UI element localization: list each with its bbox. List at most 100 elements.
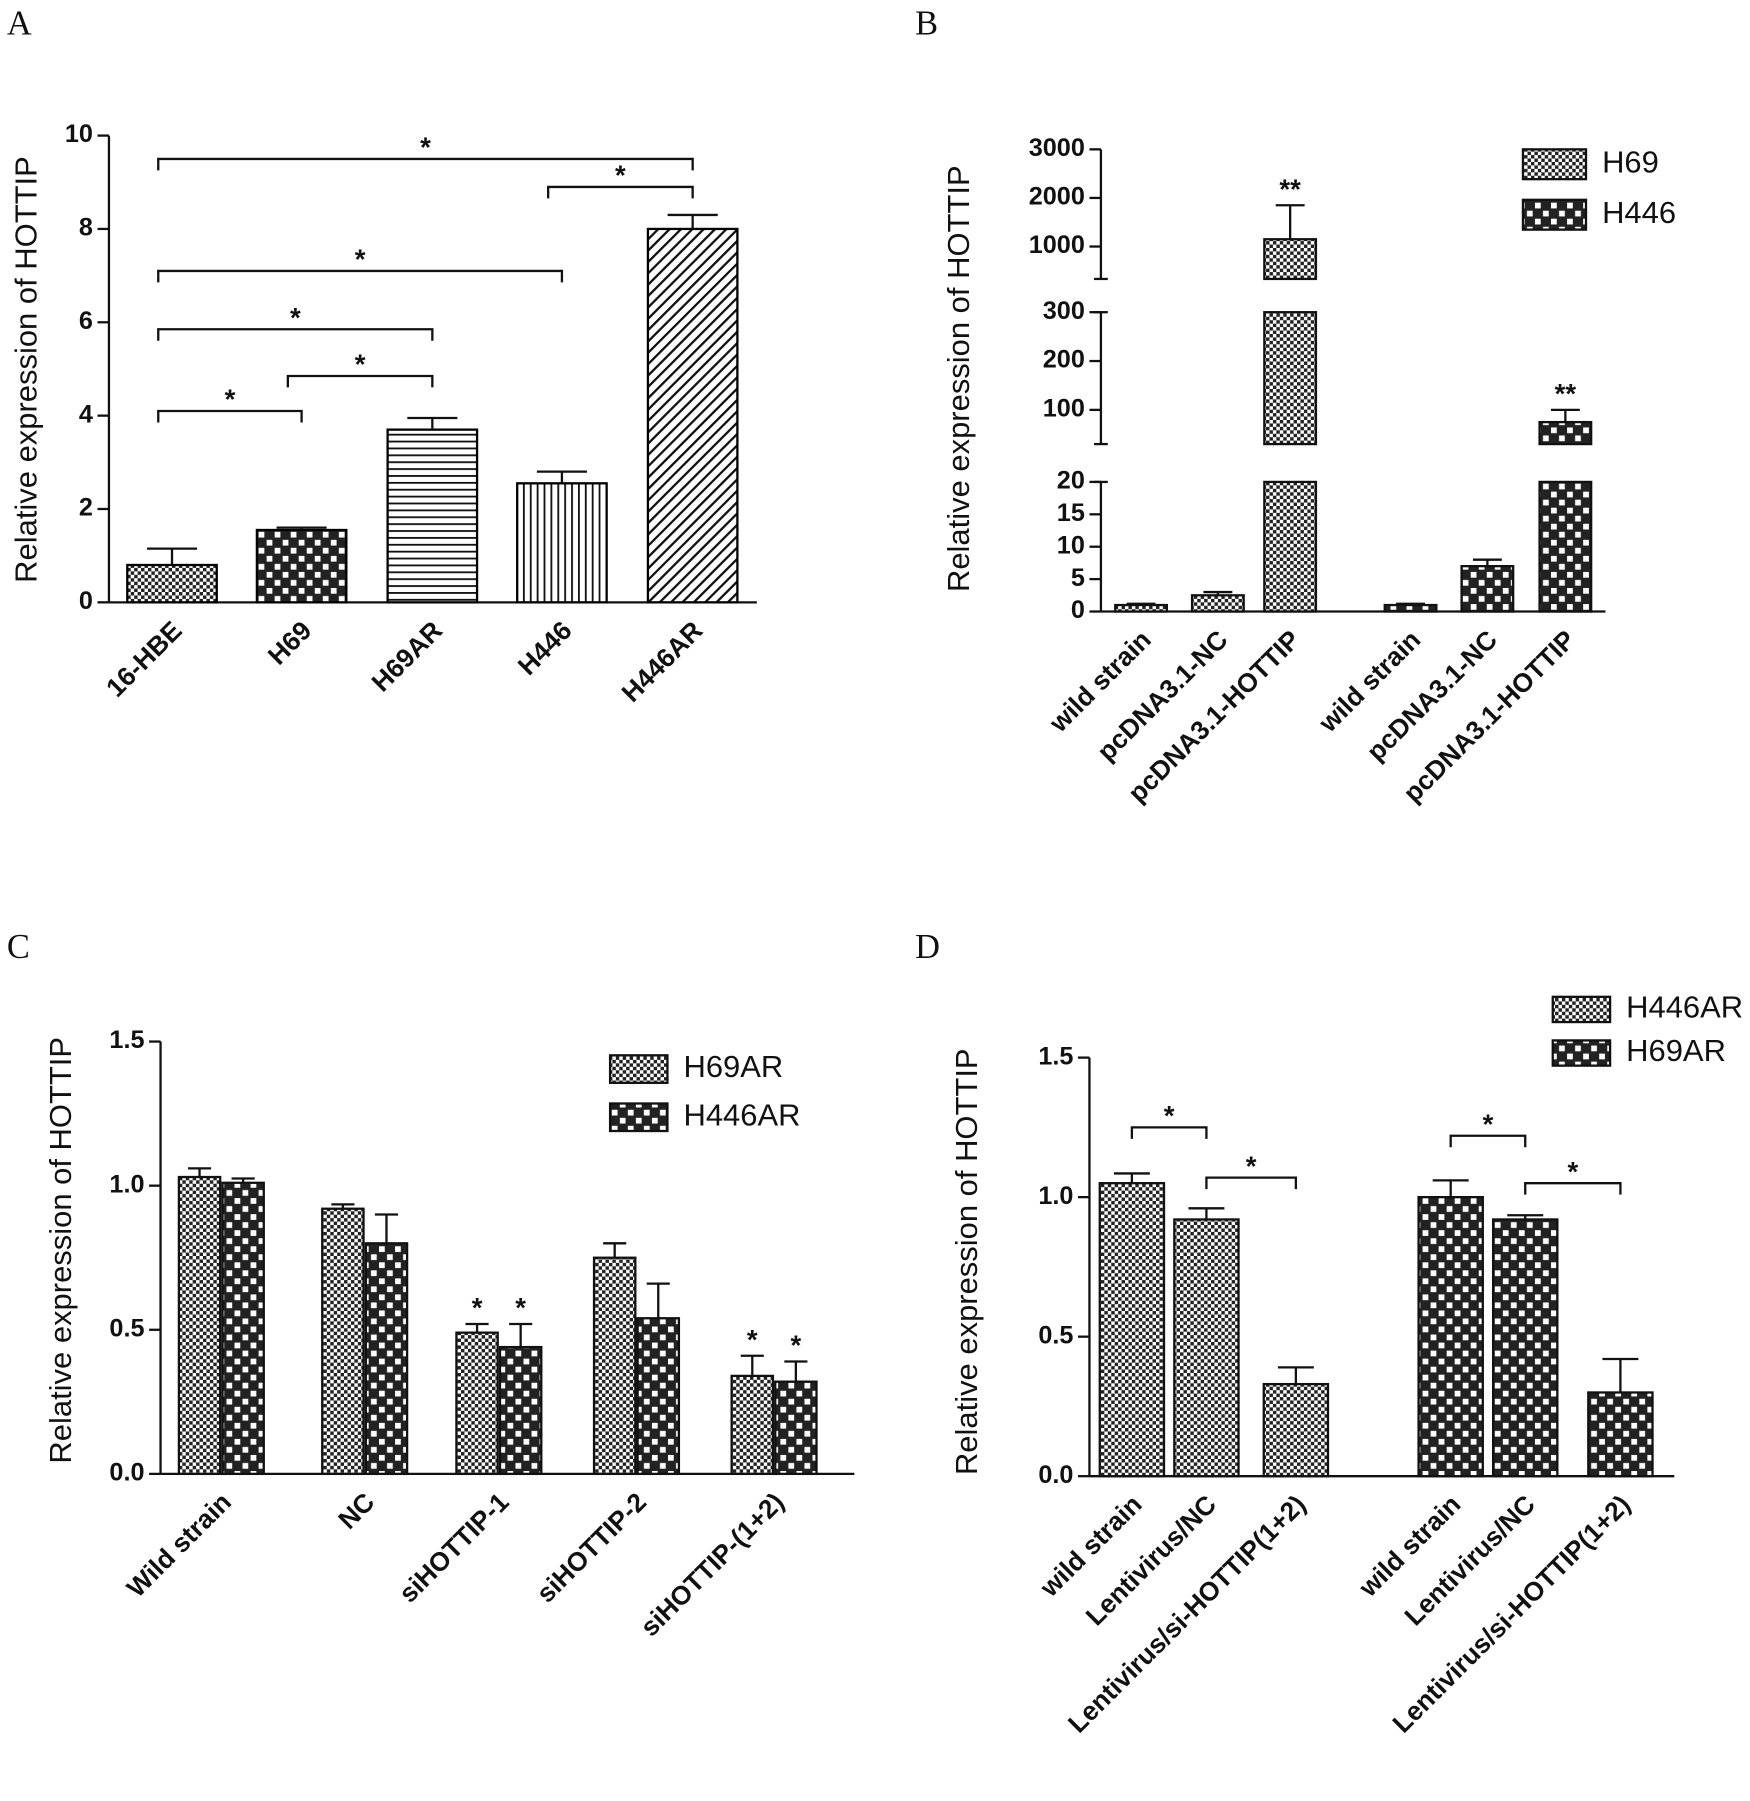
- significance-mark: *: [420, 132, 431, 163]
- bar: [1538, 480, 1593, 613]
- y-axis-label: Relative expression of HOTTIP: [9, 156, 44, 583]
- legend-label: H446AR: [1626, 990, 1743, 1025]
- legend-label: H69AR: [1626, 1033, 1726, 1068]
- y-tick-label: 2000: [1029, 183, 1085, 211]
- significance-mark: *: [1246, 1150, 1257, 1181]
- y-tick-label: 5: [1071, 564, 1085, 592]
- legend-label: H446AR: [683, 1097, 800, 1132]
- bar: [1114, 603, 1169, 613]
- legend-swatch: [608, 1102, 669, 1133]
- significance-mark: *: [1483, 1108, 1494, 1139]
- y-axis-label: Relative expression of HOTTIP: [941, 165, 976, 592]
- x-tick-label: siHOTTIP-1: [393, 1487, 515, 1609]
- significance-bracket: [1205, 1176, 1298, 1190]
- significance-mark: *: [615, 160, 626, 191]
- y-tick-label: 1.5: [109, 1026, 144, 1054]
- bar: [1460, 565, 1515, 613]
- y-tick-label: 10: [65, 120, 93, 148]
- bar: [1263, 480, 1318, 613]
- legend-swatch: [1551, 995, 1612, 1024]
- significance-bracket: [1524, 1182, 1622, 1195]
- y-tick-label: 0.5: [1038, 1321, 1073, 1349]
- significance-bracket: [157, 269, 564, 283]
- y-tick-label: 15: [1057, 499, 1085, 527]
- significance-bracket: [1130, 1126, 1208, 1139]
- bar: [636, 1317, 681, 1476]
- y-tick-label: 300: [1043, 297, 1085, 325]
- x-tick-label: H69AR: [366, 615, 448, 697]
- y-tick-label: 8: [79, 214, 93, 242]
- y-tick-label: 1000: [1029, 231, 1085, 259]
- significance-bracket: [547, 185, 694, 199]
- panel-letter: B: [915, 5, 938, 43]
- bar: [592, 1256, 637, 1476]
- y-tick-label: 1.0: [1038, 1182, 1073, 1210]
- bar: [455, 1331, 499, 1476]
- bar: [730, 1374, 775, 1476]
- x-tick-label: NC: [332, 1487, 380, 1535]
- significance-bracket: [1449, 1134, 1527, 1148]
- y-axis-label: Relative expression of HOTTIP: [949, 1048, 984, 1475]
- y-axis-label: Relative expression of HOTTIP: [43, 1037, 78, 1464]
- bar: [255, 528, 348, 604]
- y-tick-label: 10: [1057, 531, 1085, 559]
- bar: [126, 563, 218, 604]
- significance-mark: *: [355, 244, 366, 275]
- panel-letter: D: [915, 928, 940, 966]
- bar: [516, 482, 608, 604]
- y-tick-label: 2: [79, 494, 93, 522]
- bar: [364, 1242, 409, 1476]
- legend-label: H69AR: [683, 1049, 783, 1084]
- bar: [1417, 1195, 1484, 1478]
- significance-mark: *: [515, 1292, 526, 1323]
- y-tick-label: 0: [79, 587, 93, 615]
- bar: [221, 1181, 265, 1476]
- bar: [1190, 594, 1245, 613]
- significance-mark: **: [1279, 173, 1301, 204]
- bar: [1491, 1218, 1559, 1478]
- y-tick-label: 1.5: [1038, 1042, 1073, 1070]
- significance-mark: **: [1555, 378, 1577, 409]
- x-tick-label: siHOTTIP-2: [531, 1487, 653, 1609]
- significance-bracket: [157, 409, 303, 423]
- panel-letter: C: [7, 928, 30, 966]
- significance-mark: *: [1164, 1100, 1175, 1131]
- legend-label: H446: [1602, 195, 1676, 230]
- bar: [1098, 1182, 1166, 1478]
- significance-mark: *: [747, 1324, 758, 1355]
- y-tick-label: 4: [79, 400, 93, 428]
- y-tick-label: 20: [1057, 467, 1085, 495]
- significance-mark: *: [472, 1292, 483, 1323]
- bar: [774, 1380, 818, 1476]
- significance-mark: *: [791, 1330, 802, 1361]
- x-tick-label: pcDNA3.1-NC: [1361, 624, 1503, 766]
- significance-mark: *: [290, 302, 301, 333]
- x-tick-label: 16-HBE: [100, 615, 188, 703]
- x-tick-label: Wild strain: [121, 1487, 237, 1603]
- significance-mark: *: [1567, 1156, 1578, 1187]
- x-tick-label: siHOTTIP-(1+2): [634, 1487, 789, 1642]
- significance-bracket: [157, 157, 694, 171]
- bar: [1173, 1218, 1240, 1478]
- y-tick-label: 1.0: [109, 1170, 144, 1198]
- significance-mark: *: [225, 384, 236, 415]
- y-tick-label: 0.0: [109, 1459, 144, 1487]
- x-tick-label: H69: [262, 615, 317, 670]
- significance-bracket: [157, 328, 434, 341]
- bar: [1263, 311, 1318, 446]
- y-tick-label: 0.5: [109, 1314, 144, 1342]
- bar: [646, 227, 739, 604]
- bar: [1262, 1382, 1330, 1478]
- legend-swatch: [1551, 1039, 1612, 1067]
- y-tick-label: 6: [79, 307, 93, 335]
- bar: [386, 428, 479, 604]
- bar: [177, 1175, 222, 1476]
- bar: [1383, 603, 1438, 613]
- bar: [1263, 238, 1318, 281]
- x-tick-label: H446AR: [616, 615, 709, 708]
- y-tick-label: 100: [1043, 395, 1085, 423]
- x-tick-label: H446: [512, 615, 578, 681]
- legend-swatch: [1521, 148, 1588, 181]
- significance-mark: *: [355, 349, 366, 380]
- legend-swatch: [608, 1054, 669, 1084]
